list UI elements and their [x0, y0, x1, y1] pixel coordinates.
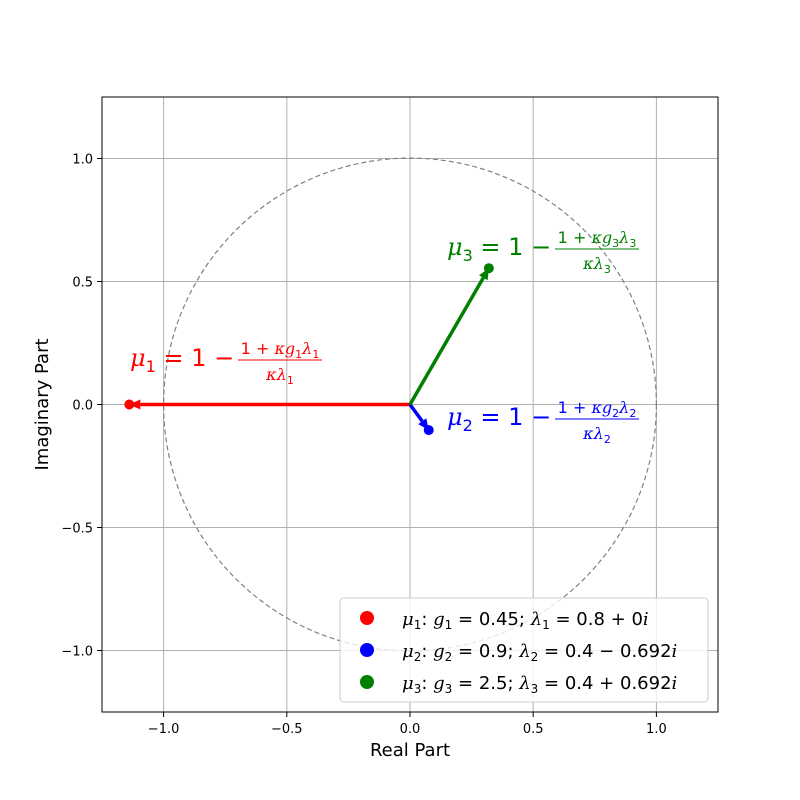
svg-text:μ2 = 1 −: μ2 = 1 −	[447, 403, 551, 435]
x-tick-label: −0.5	[271, 722, 303, 737]
legend-marker-mu1	[360, 611, 374, 625]
legend-label-mu1: μ1: g1 = 0.45; λ1 = 0.8 + 0i	[402, 609, 649, 632]
legend-label-mu2: μ2: g2 = 0.9; λ2 = 0.4 − 0.692i	[402, 641, 677, 664]
arrow-head-mu1	[129, 399, 141, 410]
points	[124, 263, 494, 436]
svg-text:κλ1: κλ1	[265, 365, 294, 387]
arrows	[129, 268, 489, 431]
arrow-shaft-mu2	[408, 403, 424, 423]
legend-box	[339, 597, 709, 703]
annotation-mu3: μ3 = 1 − 1 + κg3λ3 κλ3	[447, 228, 639, 276]
svg-text:1 + κg1λ1: 1 + κg1λ1	[241, 339, 320, 361]
svg-text:κλ2: κλ2	[582, 424, 611, 446]
arrow-shaft-mu3	[408, 276, 485, 406]
y-tick-label: 1.0	[72, 153, 93, 168]
legend: μ1: g1 = 0.45; λ1 = 0.8 + 0i μ2: g2 = 0.9…	[339, 597, 709, 703]
ticks: −1.0 −0.5 0.0 0.5 1.0 −1.0 −0.5 0.0 0.5 1.0	[61, 153, 666, 738]
svg-text:μ1 = 1 −: μ1 = 1 −	[130, 344, 234, 376]
y-tick-label: 0.0	[72, 399, 93, 414]
x-tick-label: 0.5	[523, 722, 544, 737]
x-tick-label: 0.0	[400, 722, 421, 737]
legend-label-mu3: μ3: g3 = 2.5; λ3 = 0.4 + 0.692i	[402, 673, 677, 696]
annotation-mu2: μ2 = 1 − 1 + κg2λ2 κλ2	[447, 398, 639, 446]
point-mu1	[124, 399, 135, 410]
svg-text:1 + κg3λ3: 1 + κg3λ3	[558, 228, 637, 250]
y-tick-label: −1.0	[61, 645, 93, 660]
legend-marker-mu3	[360, 675, 374, 689]
x-tick-label: 1.0	[646, 722, 667, 737]
legend-marker-mu2	[360, 643, 374, 657]
svg-text:κλ3: κλ3	[582, 254, 611, 276]
annotation-mu1: μ1 = 1 − 1 + κg1λ1 κλ1	[130, 339, 322, 387]
point-mu2	[423, 425, 434, 436]
svg-text:1 + κg2λ2: 1 + κg2λ2	[558, 398, 637, 420]
y-tick-label: −0.5	[61, 522, 93, 537]
x-tick-label: −1.0	[148, 722, 180, 737]
point-mu3	[483, 263, 494, 274]
y-axis-label: Imaginary Part	[32, 338, 53, 470]
svg-text:μ3 = 1 −: μ3 = 1 −	[447, 233, 551, 265]
x-axis-label: Real Part	[370, 740, 450, 761]
annotations: μ1 = 1 − 1 + κg1λ1 κλ1 μ2 = 1 − 1 + κg2λ2 κ…	[130, 228, 639, 446]
y-tick-label: 0.5	[72, 276, 93, 291]
